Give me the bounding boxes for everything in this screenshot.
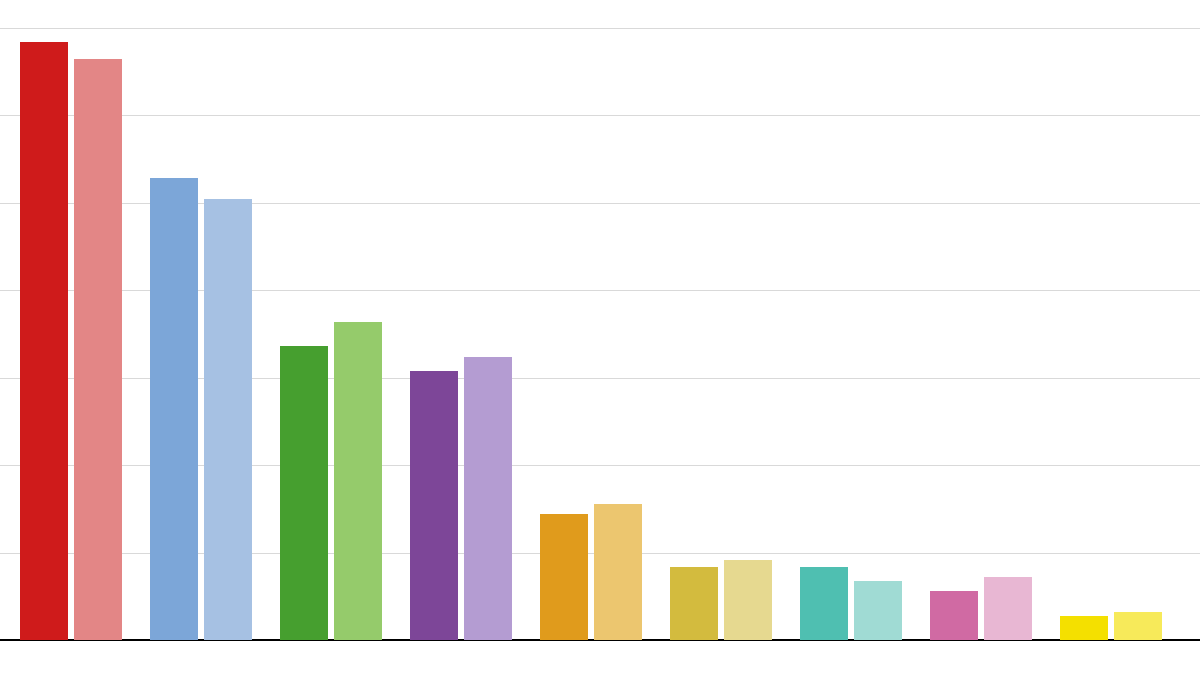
bar [204, 199, 252, 640]
bar [854, 581, 902, 641]
bar-pair [410, 357, 512, 641]
plot-area [0, 0, 1200, 673]
bar-pair [670, 560, 772, 641]
bar [74, 59, 122, 640]
bar [594, 504, 642, 641]
bar [464, 357, 512, 641]
bar [20, 42, 68, 641]
bar-pair [150, 178, 252, 640]
bar [984, 577, 1032, 640]
bar-chart [0, 0, 1200, 673]
bar [280, 346, 328, 640]
bar-pair [930, 577, 1032, 640]
bar-pair [800, 567, 902, 641]
bar [410, 371, 458, 641]
bar-pair [540, 504, 642, 641]
bar [150, 178, 198, 640]
bar [540, 514, 588, 640]
bar [1060, 616, 1108, 641]
bar [1114, 612, 1162, 640]
bar-pair [20, 42, 122, 641]
bar [724, 560, 772, 641]
bar [334, 322, 382, 641]
bars-layer [0, 0, 1200, 673]
bar [670, 567, 718, 641]
bar-pair [1060, 612, 1162, 640]
bar [800, 567, 848, 641]
bar-pair [280, 322, 382, 641]
bar [930, 591, 978, 640]
